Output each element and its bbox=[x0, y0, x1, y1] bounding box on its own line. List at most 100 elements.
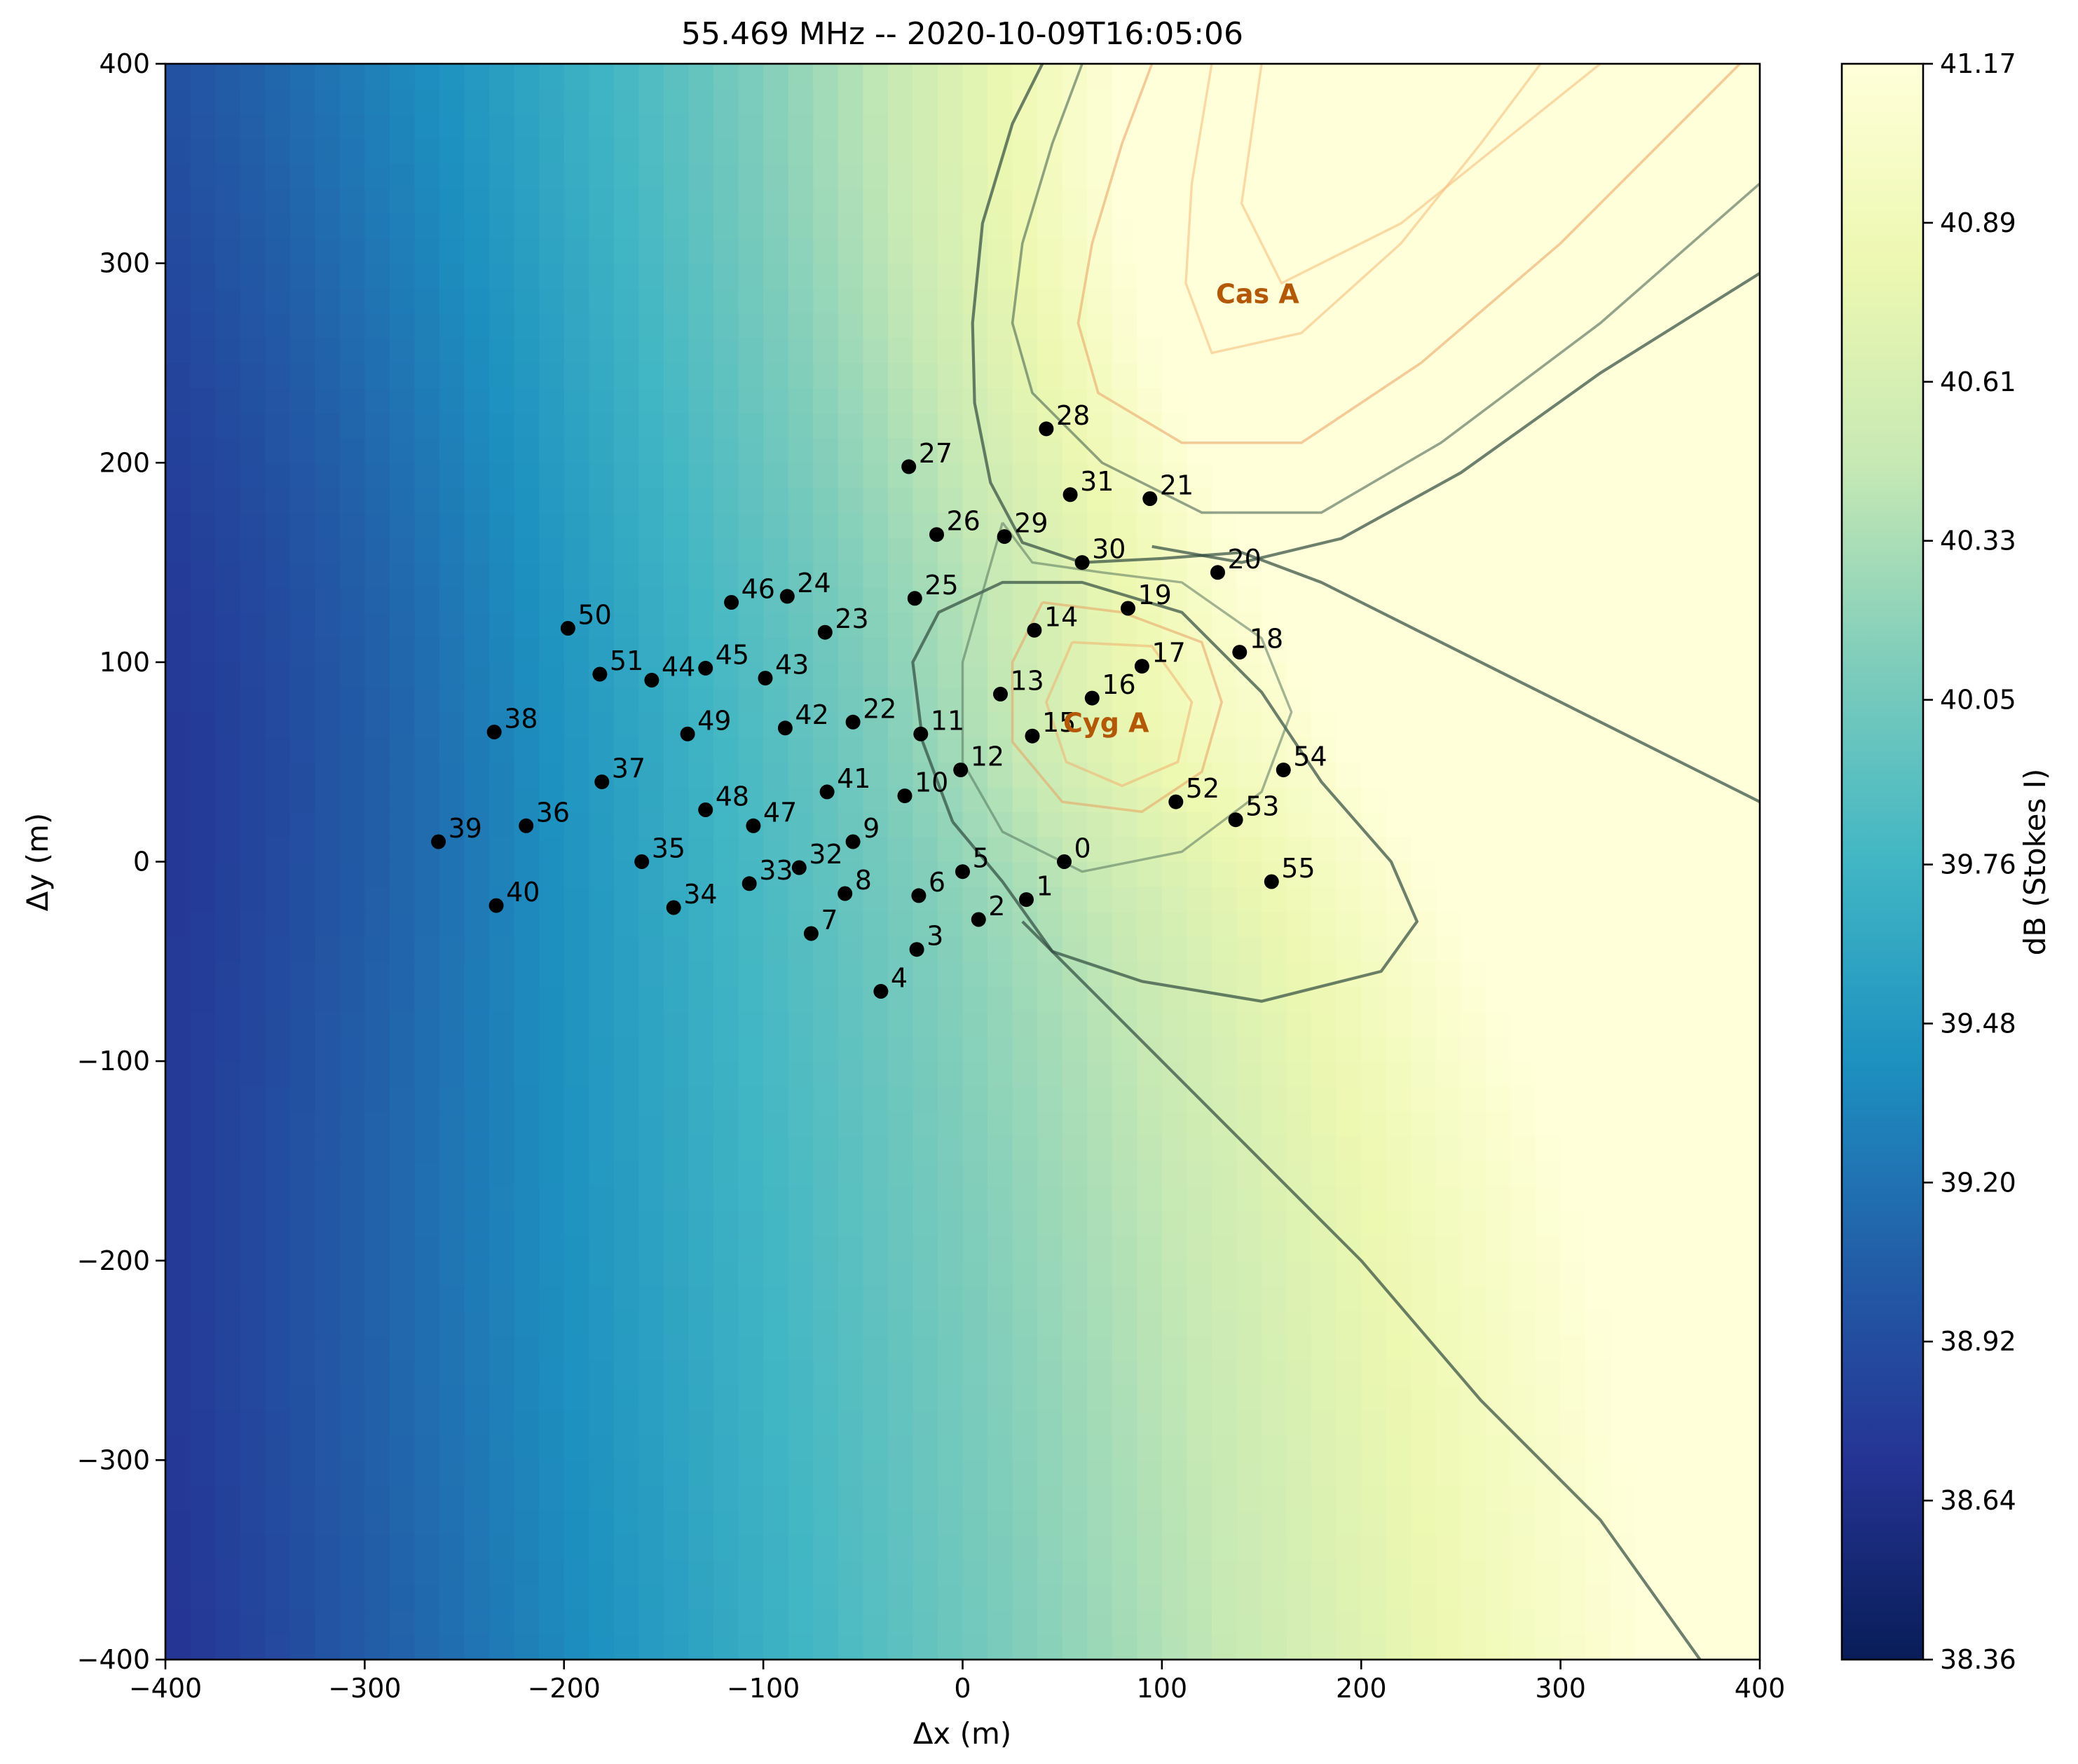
heatmap-cell bbox=[1536, 1535, 1561, 1561]
heatmap-cell bbox=[1709, 1310, 1736, 1336]
heatmap-cell bbox=[265, 1061, 291, 1087]
heatmap-cell bbox=[1087, 487, 1113, 514]
heatmap-cell bbox=[414, 487, 440, 514]
heatmap-cell bbox=[1386, 1210, 1411, 1236]
station: 35 bbox=[634, 833, 685, 869]
heatmap-cell bbox=[1262, 1360, 1287, 1386]
heatmap-cell bbox=[1137, 1634, 1163, 1660]
heatmap-cell bbox=[514, 388, 540, 413]
heatmap-cell bbox=[364, 288, 390, 314]
heatmap-cell bbox=[813, 1585, 839, 1611]
heatmap-cell bbox=[1709, 537, 1736, 563]
heatmap-cell bbox=[1411, 1385, 1437, 1411]
heatmap-cell bbox=[713, 637, 739, 663]
heatmap-cell bbox=[1012, 1335, 1038, 1361]
heatmap-cell bbox=[1336, 762, 1362, 788]
heatmap-cell bbox=[1012, 413, 1038, 439]
heatmap-cell bbox=[1536, 1484, 1561, 1511]
heatmap-cell bbox=[489, 1236, 515, 1262]
heatmap-cell bbox=[1635, 288, 1661, 314]
heatmap-cell bbox=[1112, 1285, 1137, 1311]
heatmap-cell bbox=[937, 1559, 964, 1585]
heatmap-cell bbox=[539, 1135, 565, 1162]
heatmap-cell bbox=[1087, 911, 1113, 937]
heatmap-cell bbox=[1635, 388, 1661, 413]
heatmap-cell bbox=[1536, 936, 1561, 962]
heatmap-cell bbox=[215, 1260, 241, 1286]
heatmap-cell bbox=[912, 1585, 938, 1611]
heatmap-cell bbox=[613, 587, 639, 613]
heatmap-cell bbox=[813, 1484, 839, 1511]
heatmap-cell bbox=[987, 313, 1013, 339]
heatmap-cell bbox=[838, 537, 863, 563]
heatmap-cell bbox=[190, 64, 216, 90]
heatmap-cell bbox=[937, 362, 964, 389]
station: 2 bbox=[971, 891, 1005, 927]
heatmap-cell bbox=[514, 1186, 540, 1212]
heatmap-cell bbox=[1211, 762, 1238, 788]
heatmap-cell bbox=[1161, 961, 1188, 987]
heatmap-cell bbox=[464, 1210, 490, 1236]
heatmap-cell bbox=[315, 936, 341, 962]
heatmap-cell bbox=[1510, 1585, 1536, 1611]
heatmap-cell bbox=[190, 88, 216, 114]
heatmap-cell bbox=[315, 1435, 341, 1461]
heatmap-cell bbox=[1735, 1210, 1760, 1236]
station-marker bbox=[779, 589, 795, 604]
heatmap-cell bbox=[1361, 1510, 1387, 1536]
heatmap-cell bbox=[1485, 562, 1512, 588]
heatmap-cell bbox=[1336, 712, 1362, 738]
heatmap-cell bbox=[563, 911, 589, 937]
heatmap-cell bbox=[215, 1634, 241, 1660]
heatmap-cell bbox=[663, 861, 690, 887]
heatmap-cell bbox=[265, 612, 291, 638]
heatmap-cell bbox=[364, 138, 390, 164]
heatmap-cell bbox=[1485, 1260, 1512, 1286]
station-label: 6 bbox=[929, 867, 945, 898]
heatmap-cell bbox=[788, 338, 814, 364]
heatmap-cell bbox=[215, 662, 241, 688]
heatmap-cell bbox=[1635, 637, 1661, 663]
heatmap-cell bbox=[315, 1360, 341, 1386]
heatmap-cell bbox=[1536, 437, 1561, 463]
heatmap-cell bbox=[713, 338, 739, 364]
heatmap-cell bbox=[713, 1135, 739, 1162]
heatmap-cell bbox=[1685, 1135, 1711, 1162]
heatmap-cell bbox=[688, 1510, 714, 1536]
heatmap-cell bbox=[1411, 562, 1437, 588]
heatmap-cell bbox=[1735, 836, 1760, 863]
heatmap-cell bbox=[1685, 612, 1711, 638]
heatmap-cell bbox=[613, 313, 639, 339]
heatmap-cell bbox=[987, 662, 1013, 688]
heatmap-cell bbox=[813, 662, 839, 688]
heatmap-cell bbox=[1037, 338, 1063, 364]
heatmap-cell bbox=[1187, 1236, 1212, 1262]
heatmap-cell bbox=[389, 1585, 416, 1611]
heatmap-cell bbox=[1012, 1260, 1038, 1286]
heatmap-cell bbox=[389, 1011, 416, 1037]
heatmap-cell bbox=[1361, 1585, 1387, 1611]
heatmap-cell bbox=[763, 463, 789, 488]
heatmap-cell bbox=[1286, 887, 1312, 912]
heatmap-cell bbox=[265, 463, 291, 488]
heatmap-cell bbox=[912, 612, 938, 638]
heatmap-cell bbox=[389, 437, 416, 463]
heatmap-cell bbox=[962, 936, 988, 962]
heatmap-cell bbox=[315, 487, 341, 514]
heatmap-cell bbox=[863, 911, 889, 937]
heatmap-cell bbox=[663, 562, 690, 588]
heatmap-cell bbox=[364, 612, 390, 638]
heatmap-cell bbox=[713, 1634, 739, 1660]
heatmap-cell bbox=[1585, 1310, 1611, 1336]
heatmap-cell bbox=[763, 1435, 789, 1461]
heatmap-cell bbox=[838, 637, 863, 663]
heatmap-cell bbox=[763, 437, 789, 463]
heatmap-cell bbox=[838, 861, 863, 887]
heatmap-cell bbox=[1187, 612, 1212, 638]
heatmap-cell bbox=[339, 362, 365, 389]
heatmap-cell bbox=[1062, 786, 1088, 812]
heatmap-cell bbox=[1485, 413, 1512, 439]
heatmap-cell bbox=[1336, 1111, 1362, 1137]
heatmap-cell bbox=[1386, 1135, 1411, 1162]
heatmap-cell bbox=[863, 64, 889, 90]
